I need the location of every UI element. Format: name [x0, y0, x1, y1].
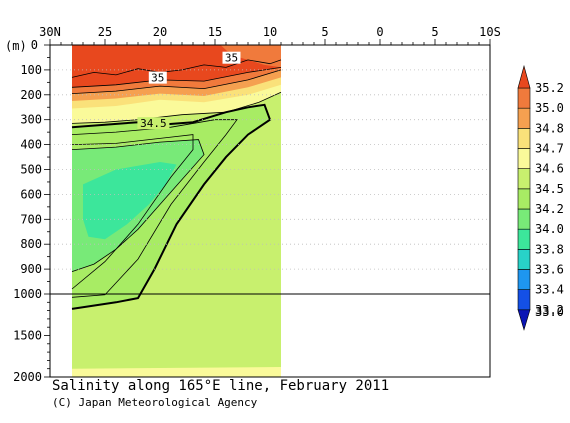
colorbar-bottom-arrow: [517, 309, 531, 331]
y-tick-label-500: 500: [20, 163, 42, 177]
colorbar-label-12: 35.2: [535, 81, 564, 95]
y-tick-label-700: 700: [20, 212, 42, 226]
x-tick-label-2: 20: [153, 25, 167, 39]
colorbar-swatch-8: [517, 148, 531, 169]
colorbar-swatch-9: [517, 128, 531, 149]
y-tick-label-300: 300: [20, 113, 42, 127]
colorbar-swatch-2: [517, 269, 531, 290]
y-tick-label-400: 400: [20, 138, 42, 152]
y-tick-label-600: 600: [20, 187, 42, 201]
chart-title: Salinity along 165°E line, February 2011: [52, 378, 390, 394]
colorbar-label-2: 33.4: [535, 283, 564, 297]
colorbar-label-10: 34.8: [535, 121, 564, 135]
x-tick-label-7: 5: [431, 25, 438, 39]
y-tick-label-1500: 1500: [13, 329, 42, 343]
x-tick-label-5: 5: [321, 25, 328, 39]
colorbar-label-6: 34.2: [535, 202, 564, 216]
colorbar-top-arrow: [517, 64, 531, 89]
colorbar-label-0: 33.0: [535, 305, 564, 319]
contour-line-34-6-3: [71, 91, 282, 124]
contour-label-bg-2: [137, 117, 170, 130]
colorbar-label-1: 33.2: [535, 303, 564, 317]
contour-label-0: 35: [225, 52, 238, 65]
y-tick-label-800: 800: [20, 237, 42, 251]
colorbar-swatch-11: [517, 87, 531, 109]
x-tick-label-0: 30N: [39, 25, 61, 39]
contour-line-35-1: [71, 67, 282, 88]
colorbar-swatch-6: [517, 188, 531, 210]
contour-label-2: 34.5: [140, 117, 167, 130]
colorbar-label-4: 33.8: [535, 242, 564, 256]
x-tick-label-6: 0: [376, 25, 383, 39]
colorbar-swatch-4: [517, 228, 531, 250]
colorbar-swatch-1: [517, 289, 531, 311]
colorbar-label-11: 35.0: [535, 101, 564, 115]
colorbar-label-3: 33.6: [535, 263, 564, 277]
colorbar-label-8: 34.6: [535, 162, 564, 176]
colorbar-label-5: 34.0: [535, 222, 564, 236]
y-tick-label-200: 200: [20, 88, 42, 102]
salinity-fill-33-8-9: [83, 162, 177, 240]
colorbar-swatch-3: [517, 249, 531, 270]
colorbar-swatch-10: [517, 107, 531, 129]
y-tick-label-900: 900: [20, 262, 42, 276]
x-tick-label-1: 25: [98, 25, 112, 39]
y-tick-label-1000: 1000: [13, 287, 42, 301]
x-tick-label-4: 10: [263, 25, 277, 39]
y-tick-label-2000: 2000: [13, 370, 42, 384]
y-tick-label-100: 100: [20, 63, 42, 77]
contour-label-1: 35: [151, 72, 164, 85]
colorbar-swatch-5: [517, 208, 531, 230]
colorbar-swatch-7: [517, 168, 531, 190]
depth-unit-label: (m): [5, 39, 27, 53]
colorbar-label-7: 34.5: [535, 182, 564, 196]
colorbar-label-9: 34.7: [535, 142, 564, 156]
contour-line-34-7: [71, 139, 205, 272]
y-tick-label-0: 0: [31, 38, 38, 52]
chart-credit: (C) Japan Meteorological Agency: [52, 396, 258, 409]
x-tick-label-3: 15: [208, 25, 222, 39]
contour-label-bg-1: [148, 71, 167, 84]
salinity-fill-34-6-1: [72, 367, 281, 377]
contour-line-34-8-2: [71, 69, 282, 94]
x-tick-label-8: 10S: [479, 25, 501, 39]
contour-label-bg-0: [222, 51, 241, 64]
